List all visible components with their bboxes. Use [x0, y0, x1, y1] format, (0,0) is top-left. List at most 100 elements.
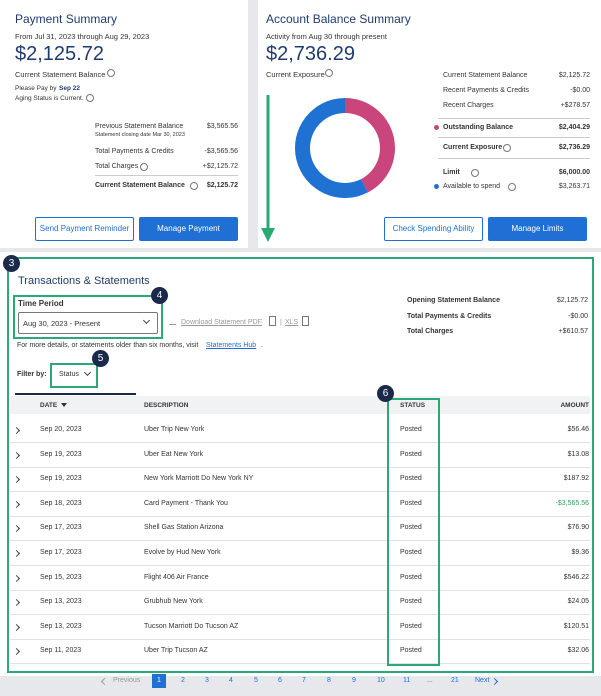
page-link[interactable]: 3 [205, 677, 209, 684]
balance-label: Current Exposure [443, 144, 503, 151]
column-header[interactable]: DATE [40, 402, 58, 409]
status: Posted [400, 598, 422, 606]
summary-label: Previous Statement Balance [95, 123, 184, 130]
donut-segment [345, 98, 395, 193]
balance-label: Outstanding Balance [443, 124, 514, 131]
amount: $2,736.29 [266, 43, 355, 65]
info-icon [190, 182, 198, 190]
pay-by-date: Sep 22 [59, 85, 80, 92]
balance-value: +$278.57 [560, 102, 590, 109]
summary-value: $2,125.72 [206, 182, 238, 189]
note-end: . [261, 342, 263, 349]
page-link[interactable]: 1 [152, 674, 166, 688]
description: Grubhub New York [144, 598, 203, 606]
page-link[interactable]: 11 [403, 677, 411, 684]
sort-underline [15, 393, 136, 395]
border-line [95, 175, 238, 176]
row-divider [10, 589, 590, 591]
date: Sep 19, 2023 [40, 475, 82, 483]
summary-value: $2,125.72 [556, 297, 588, 304]
amount: $9.36 [571, 549, 589, 556]
page-link[interactable]: 5 [254, 677, 258, 684]
dot [434, 125, 439, 130]
date: Sep 17, 2023 [40, 549, 82, 556]
page-link[interactable]: 4 [229, 677, 233, 684]
amount: $546.22 [563, 573, 589, 581]
note: For more details, or statements older th… [17, 342, 199, 349]
pdf-icon [269, 316, 276, 326]
info-icon [325, 69, 333, 77]
balance-value: $2,736.29 [558, 144, 590, 151]
balance-value: $2,404.29 [558, 124, 590, 131]
row-divider [10, 565, 590, 566]
amount: $32.06 [567, 647, 589, 655]
section-title: Transactions & Statements [18, 275, 150, 287]
next-link[interactable]: Next [475, 677, 490, 684]
table-header [10, 396, 590, 414]
select-value: Aug 30, 2023 - Present [23, 319, 101, 328]
info-icon [107, 69, 115, 77]
row-divider [10, 466, 590, 468]
button[interactable]: Check Spending Ability [384, 217, 483, 241]
button[interactable]: Manage Limits [488, 217, 587, 241]
row-divider [10, 638, 590, 640]
divider [438, 158, 590, 159]
prev-link[interactable]: Previous [113, 677, 141, 684]
page-link[interactable]: 6 [278, 677, 282, 684]
date: Sep 11, 2023 [40, 647, 82, 655]
dot [434, 184, 439, 189]
summary-label: Total Charges [95, 163, 139, 170]
button[interactable]: Manage Payment [139, 217, 238, 241]
amount: $2,125.72 [15, 43, 104, 65]
page-link[interactable]: 21 [451, 677, 459, 684]
page-link[interactable]: 7 [302, 677, 306, 684]
status: Posted [400, 450, 422, 458]
date: Sep 13, 2023 [40, 598, 82, 606]
summary-value: $3,565.56 [206, 123, 238, 130]
row-divider [10, 663, 590, 665]
sort-caret [61, 403, 67, 407]
amount: $120.51 [563, 622, 589, 630]
page-link[interactable]: ... [427, 677, 433, 684]
badge: 6 [377, 385, 394, 402]
page-link[interactable]: 8 [327, 677, 331, 684]
period: From Jul 31, 2023 through Aug 29, 2023 [15, 32, 150, 41]
download-link[interactable]: Download Statement PDF [181, 319, 262, 326]
row-divider [10, 491, 590, 493]
button[interactable]: Send Payment Reminder [35, 217, 134, 241]
description: Flight 406 Air France [144, 573, 209, 581]
description: Shell Gas Station Arizona [144, 524, 224, 532]
select[interactable] [18, 312, 158, 334]
highlight-box [50, 363, 98, 388]
summary-value: +$610.57 [558, 328, 588, 335]
description: New York Marriott Do New York NY [144, 475, 254, 483]
note-link[interactable]: Statements Hub [206, 342, 257, 349]
aging: Aging Status is Current. [15, 95, 84, 102]
description: Evolve by Hud New York [144, 549, 221, 556]
amount-label: Current Statement Balance [15, 70, 106, 79]
doc-icon [302, 316, 309, 326]
amount: $24.05 [567, 598, 589, 606]
date: Sep 19, 2023 [40, 450, 82, 458]
divider [438, 118, 590, 119]
amount: $13.08 [567, 450, 589, 458]
status: Posted [400, 524, 422, 532]
page-link[interactable]: 2 [181, 677, 185, 684]
row-divider [10, 515, 590, 517]
status: Posted [400, 549, 422, 556]
period: Activity from Aug 30 through present [266, 32, 387, 41]
pay-by: Please Pay by [15, 85, 57, 92]
field-label: Time Period [18, 299, 64, 308]
filter-label: Filter by: [17, 371, 47, 378]
status: Posted [400, 647, 422, 655]
info-icon [471, 169, 479, 177]
arrow-head [261, 228, 275, 242]
date: Sep 13, 2023 [40, 622, 82, 630]
amount: $76.90 [567, 524, 589, 532]
filter-value[interactable]: Status [59, 371, 79, 378]
divider [438, 137, 590, 138]
page-link[interactable]: 9 [352, 677, 356, 684]
xls-link[interactable]: XLS [285, 319, 299, 326]
page-link[interactable]: 10 [377, 677, 385, 684]
donut-segment [294, 98, 368, 198]
